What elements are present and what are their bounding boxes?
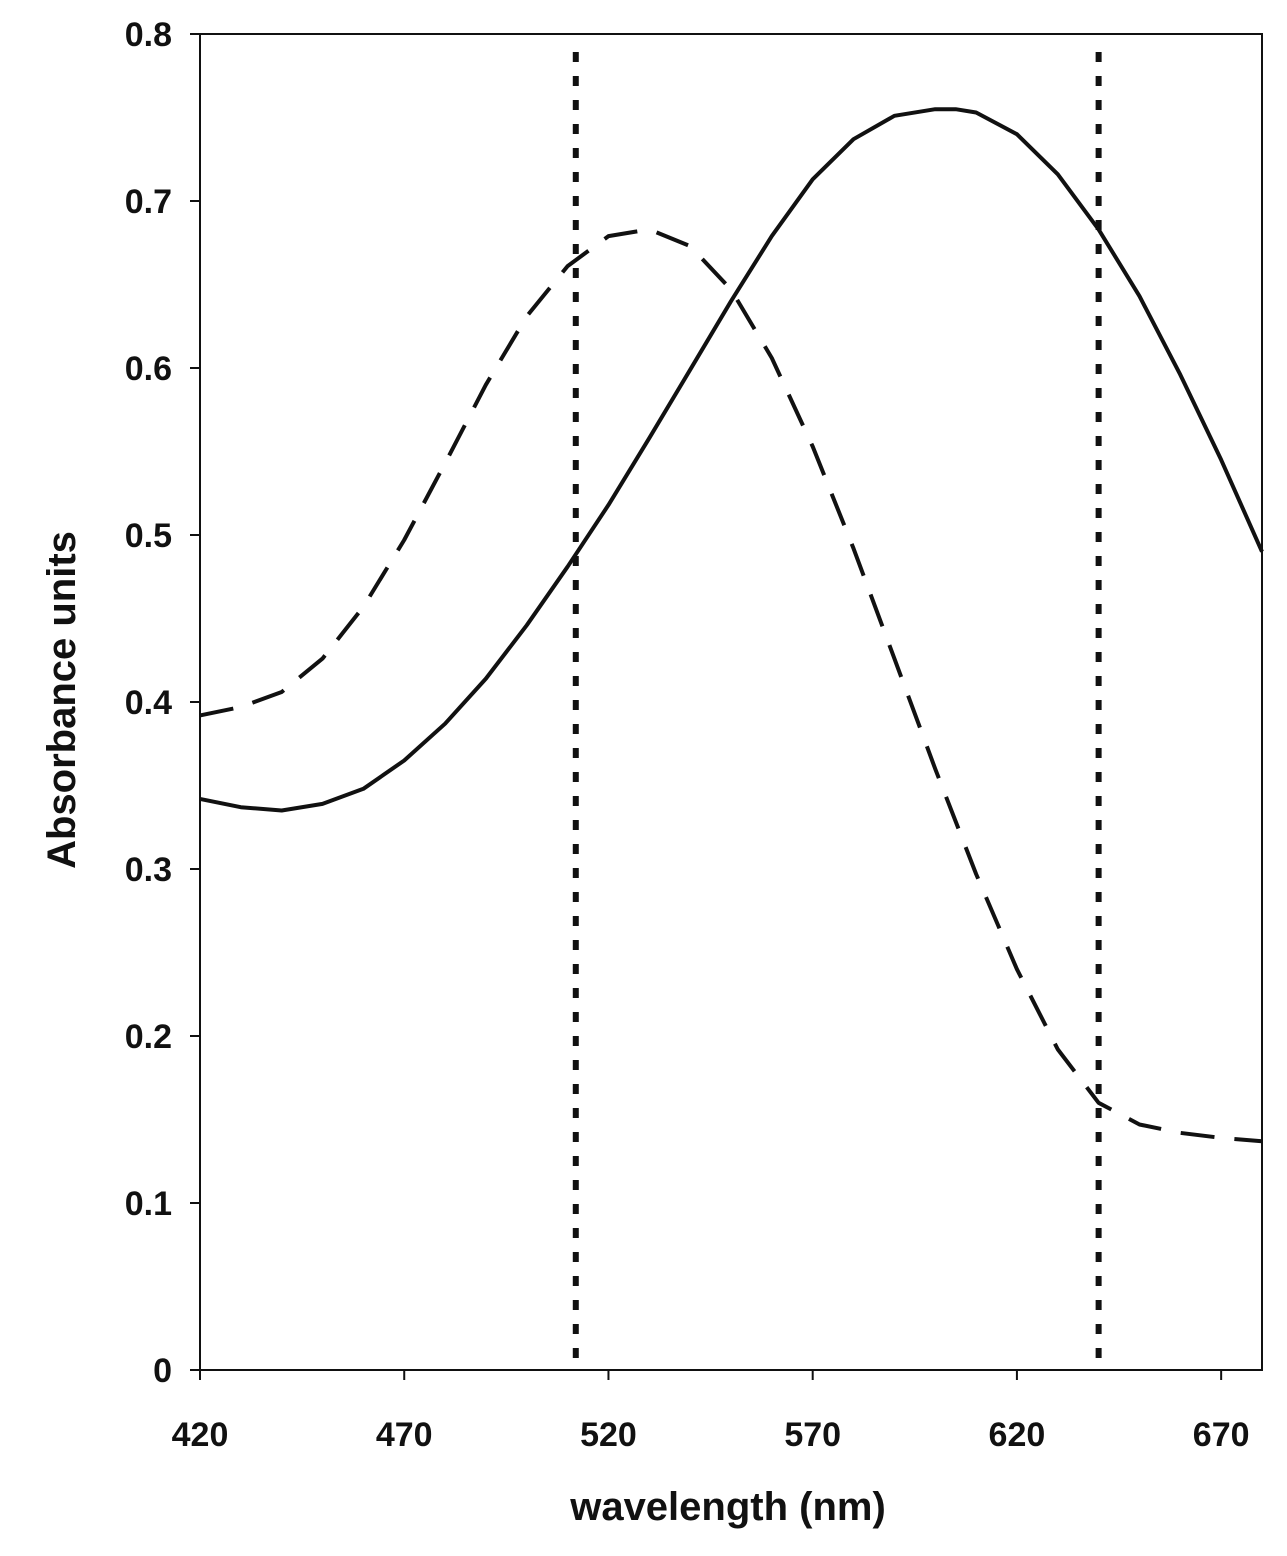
y-tick-label: 0.2 <box>125 1018 172 1056</box>
series-layer <box>199 107 1264 1144</box>
y-axis: 0 0.1 0.2 0.3 0.4 0.5 0.6 0.7 0.8 <box>125 16 200 1390</box>
y-tick-label: 0.1 <box>125 1185 172 1223</box>
y-tick-label: 0.8 <box>125 16 172 54</box>
y-tick-label: 0.7 <box>125 183 172 221</box>
reference-lines <box>572 52 1102 1370</box>
x-tick-label: 670 <box>1193 1416 1250 1454</box>
x-tick-label: 520 <box>580 1416 637 1454</box>
dashed-spectrum-line <box>199 227 1263 1144</box>
solid-spectrum-line <box>199 107 1264 813</box>
x-tick-label: 620 <box>989 1416 1046 1454</box>
x-axis: 420 470 520 570 620 670 <box>172 1370 1250 1454</box>
x-axis-title: wavelength (nm) <box>569 1485 886 1529</box>
y-tick-label: 0.4 <box>125 684 172 722</box>
y-tick-label: 0.3 <box>125 851 172 889</box>
y-tick-label: 0.5 <box>125 517 172 555</box>
x-tick-label: 420 <box>172 1416 229 1454</box>
x-tick-label: 470 <box>376 1416 433 1454</box>
y-axis-title: Absorbance units <box>40 531 84 869</box>
x-tick-label: 570 <box>784 1416 841 1454</box>
y-tick-label: 0 <box>153 1352 172 1390</box>
y-tick-label: 0.6 <box>125 350 172 388</box>
